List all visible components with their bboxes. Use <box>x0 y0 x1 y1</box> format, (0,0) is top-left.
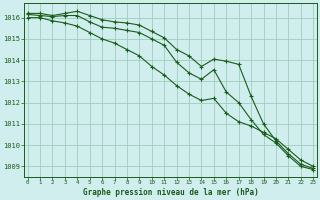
X-axis label: Graphe pression niveau de la mer (hPa): Graphe pression niveau de la mer (hPa) <box>83 188 258 197</box>
